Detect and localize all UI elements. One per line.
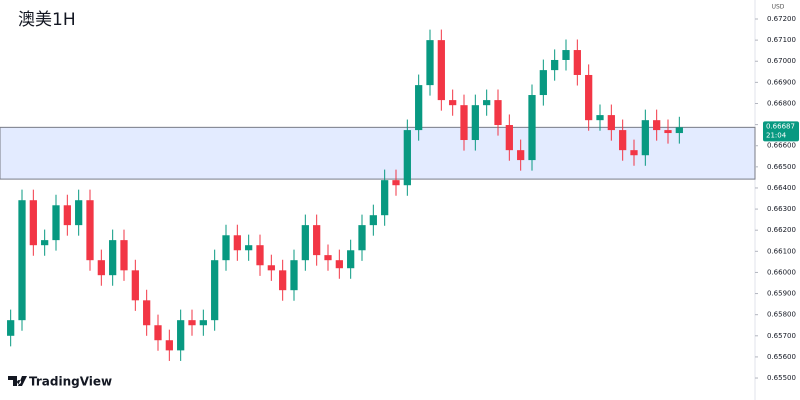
candle-body (18, 200, 26, 321)
candle-body (86, 200, 94, 261)
candle-body (143, 300, 151, 326)
candle-body (539, 70, 547, 96)
y-tick-label: 0.66900 (767, 78, 796, 86)
y-tick-label: 0.65600 (767, 353, 796, 361)
candle-body (29, 200, 37, 246)
candle-body (267, 265, 275, 271)
candle-body (75, 200, 83, 226)
y-tick-label: 0.66200 (767, 226, 796, 234)
candle-body (505, 125, 513, 151)
candle-body (52, 205, 60, 241)
y-tick-label: 0.65900 (767, 290, 796, 298)
candle-body (471, 105, 479, 141)
candle-body (165, 340, 173, 351)
candle-body (369, 215, 377, 226)
candle-body (585, 74, 593, 121)
candle-body (596, 115, 604, 121)
candle-body (573, 50, 581, 75)
candle-body (245, 245, 253, 251)
candle-body (653, 120, 661, 131)
candle-body (131, 270, 139, 301)
y-tick-label: 0.66800 (767, 99, 796, 107)
y-tick-label: 0.66100 (767, 247, 796, 255)
candle-body (415, 85, 423, 131)
y-tick-label: 0.67200 (767, 15, 796, 23)
zone (0, 126, 756, 180)
candle-body (256, 245, 264, 266)
logo-icon (8, 376, 27, 386)
candle-body (358, 225, 366, 251)
y-tick-label: 0.66000 (767, 268, 796, 276)
candle-body (120, 240, 128, 271)
y-tick-label: 0.66600 (767, 142, 796, 150)
y-tick-label: 0.65500 (767, 374, 796, 382)
currency: USD (772, 4, 785, 11)
candle-body (41, 240, 49, 246)
candle-body (324, 255, 332, 261)
candle-body (335, 260, 343, 269)
y-tick-label: 0.67000 (767, 57, 796, 65)
y-tick-label: 0.67100 (767, 36, 796, 44)
candle-body (460, 105, 468, 141)
chart-title: 澳美1H (18, 10, 76, 30)
candle-body (641, 120, 649, 156)
y-tick-label: 0.65800 (767, 311, 796, 319)
candle-body (188, 320, 196, 326)
candle-body (97, 260, 105, 276)
candle-body (301, 225, 309, 261)
candle-body (437, 40, 445, 101)
y-tick-label: 0.65700 (767, 332, 796, 340)
candle-body (675, 127, 683, 134)
candle-body (551, 59, 559, 71)
y-tick-label: 0.66400 (767, 184, 796, 192)
candle-body (664, 130, 672, 134)
y-tick-label: 0.66500 (767, 163, 796, 171)
candle-body (403, 130, 411, 186)
candle-body (211, 260, 219, 321)
y-tick-label: 0.66300 (767, 205, 796, 213)
candle-body (199, 320, 207, 326)
candle-body (63, 205, 71, 226)
candle-body (619, 130, 627, 151)
candle-body (279, 270, 287, 291)
candle-body (233, 235, 241, 251)
candle-body (347, 250, 355, 269)
candle-body (607, 115, 615, 131)
candle-body (109, 240, 117, 276)
candle-body (630, 150, 638, 156)
candle-body (154, 325, 162, 341)
candle-body (528, 95, 536, 161)
candle-body (222, 235, 230, 261)
candle-body (494, 100, 502, 126)
candle-body (392, 180, 400, 186)
candle-body (7, 320, 15, 336)
candle-body (381, 180, 389, 216)
last-price: 0.66687 (766, 122, 795, 130)
candle-body (290, 260, 298, 291)
logo: TradingView (8, 375, 112, 389)
countdown: 21:04 (766, 131, 787, 139)
candle-body (562, 50, 570, 60)
candle-body (483, 100, 491, 106)
candle-body (517, 150, 525, 161)
candle-body (177, 320, 185, 351)
candle-body (426, 40, 434, 86)
candle-body (449, 100, 457, 106)
brand: TradingView (29, 375, 112, 389)
candle-body (313, 225, 321, 256)
last-price-tag (763, 121, 799, 142)
